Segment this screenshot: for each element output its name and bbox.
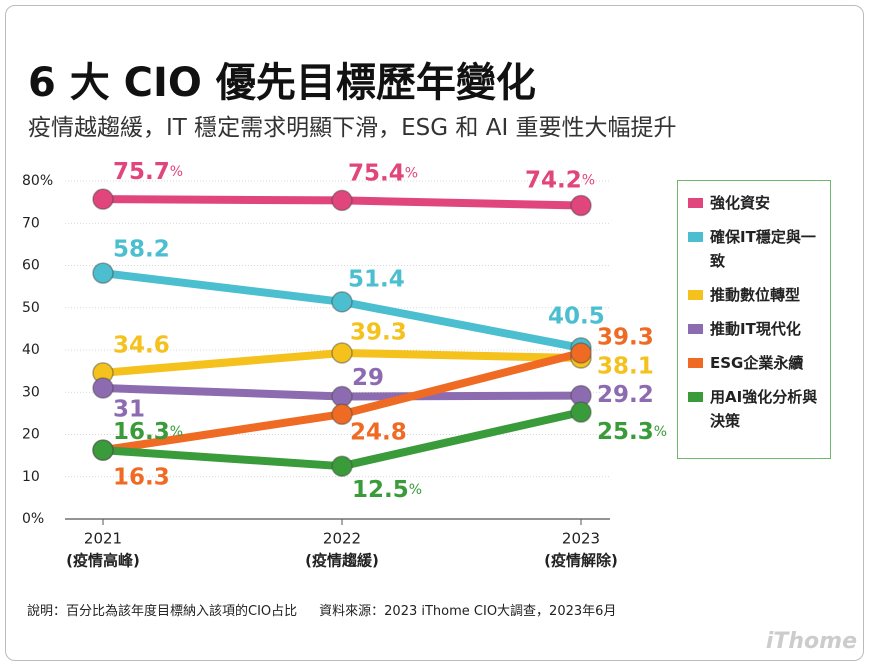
legend-swatch (688, 232, 703, 242)
note: 資料來源：2023 iThome CIO大調查，2023年6月 (319, 604, 617, 619)
frame (5, 5, 864, 661)
logo: iThome (765, 629, 857, 654)
legend-swatch (688, 358, 703, 368)
x-tick-label: 2021 (84, 530, 122, 548)
legend-item: 推動數位轉型 (688, 283, 824, 307)
notes: 說明：百分比為該年度目標納入該項的CIO占比 資料來源：2023 iThome C… (27, 600, 638, 619)
y-tick-label: 20 (22, 427, 40, 443)
data-label: 12.5% (352, 477, 422, 503)
legend-label: 用AI強化分析與決策 (710, 388, 818, 430)
data-label: 74.2% (525, 167, 595, 193)
data-label: 40.5 (548, 303, 605, 329)
data-label: 39.3 (350, 319, 407, 345)
x-tick-sublabel: (疫情解除) (544, 552, 618, 570)
chart-subtitle: 疫情越趨緩，IT 穩定需求明顯下滑，ESG 和 AI 重要性大幅提升 (28, 115, 677, 141)
y-tick-label: 10 (22, 469, 40, 485)
data-point (570, 194, 592, 217)
legend-item: 強化資安 (688, 191, 824, 215)
data-point (331, 403, 353, 425)
y-tick-label: 40 (22, 342, 40, 358)
data-label: 75.4% (348, 160, 418, 186)
legend-swatch (688, 324, 703, 334)
x-tick-sublabel: (疫情趨緩) (305, 552, 379, 570)
note: 說明：百分比為該年度目標納入該項的CIO占比 (27, 604, 298, 619)
legend-item: 確保IT穩定與一致 (688, 225, 824, 273)
data-label: 75.7% (113, 159, 183, 185)
legend-label: ESG企業永續 (710, 354, 804, 372)
data-label: 51.4 (348, 266, 405, 292)
data-label: 16.3 (113, 465, 170, 491)
legend: 強化資安確保IT穩定與一致推動數位轉型 推動IT現代化 ESG企業永續用AI強化分析… (677, 180, 831, 459)
legend-item: ESG企業永續 (688, 351, 824, 375)
legend-item: 用AI強化分析與決策 (688, 385, 824, 433)
data-label: 38.1 (597, 354, 654, 380)
data-point (92, 377, 114, 399)
y-tick-label: 70 (22, 215, 40, 231)
data-point (331, 342, 353, 364)
x-tick-sublabel: (疫情高峰) (66, 552, 140, 570)
data-point (92, 262, 114, 284)
x-tick-label: 2023 (562, 530, 600, 548)
data-point (570, 342, 592, 364)
data-point (570, 401, 592, 423)
legend-label: 強化資安 (710, 194, 771, 212)
legend-label: 確保IT穩定與一致 (710, 228, 816, 270)
chart-title: 6 大 CIO 優先目標歷年變化 (28, 60, 536, 106)
y-tick-label: 30 (22, 384, 40, 400)
data-label: 29.2 (597, 382, 654, 408)
y-tick-label: 0% (22, 511, 44, 527)
data-label: 58.2 (113, 237, 170, 263)
legend-item: 推動IT現代化 (688, 317, 824, 341)
data-point (331, 291, 353, 313)
data-label: 31 (113, 397, 145, 423)
y-tick-label: 80% (22, 173, 53, 189)
data-label: 39.3 (597, 324, 654, 350)
legend-swatch (688, 392, 703, 402)
y-tick-label: 50 (22, 300, 40, 316)
data-point (331, 455, 353, 477)
legend-label: 推動數位轉型 (710, 286, 801, 304)
data-label: 25.3% (597, 419, 667, 445)
y-tick-label: 60 (22, 258, 40, 274)
legend-label: 推動IT現代化 (710, 320, 801, 338)
legend-swatch (688, 198, 703, 208)
data-label: 29 (352, 365, 384, 391)
data-label: 34.6 (113, 332, 170, 358)
data-label: 24.8 (350, 420, 407, 446)
data-point (331, 189, 353, 212)
data-label: 16.3% (113, 419, 183, 445)
legend-swatch (688, 290, 703, 300)
data-point (92, 439, 114, 461)
data-point (92, 188, 114, 210)
x-tick-label: 2022 (323, 530, 361, 548)
